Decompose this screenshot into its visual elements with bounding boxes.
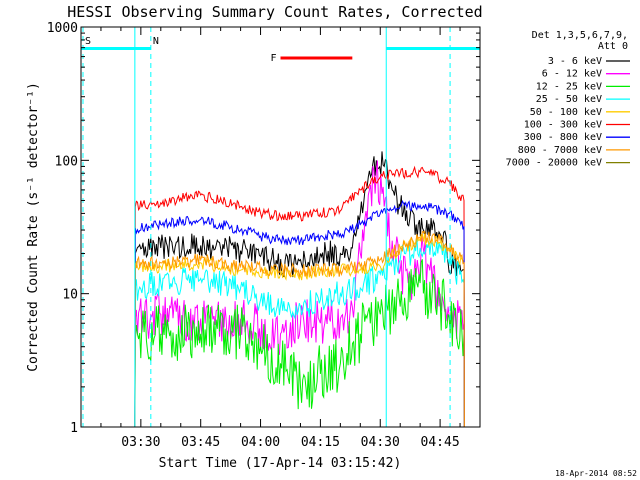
x-tick-label-2: 04:00 [241, 435, 280, 450]
x-tick-label-0: 03:30 [121, 435, 160, 450]
y-tick-label-0: 1 [70, 421, 78, 436]
legend-label-3: 25 - 50 keV [536, 94, 602, 105]
series-line-5 [134, 165, 465, 428]
series-line-1 [134, 160, 465, 428]
legend-label-4: 50 - 100 keV [530, 107, 602, 118]
annotation-n-label: N [153, 36, 159, 47]
legend: Det 1,3,5,6,7,9,Att 0 3 - 6 keV 6 - 12 keV… [506, 30, 630, 169]
legend-title-line-0: Det 1,3,5,6,7,9, [532, 30, 628, 41]
legend-label-6: 300 - 800 keV [524, 132, 602, 143]
legend-label-5: 100 - 300 keV [524, 120, 602, 131]
timestamp: 18-Apr-2014 08:52 [555, 469, 637, 478]
series-line-7 [134, 230, 465, 428]
legend-label-2: 12 - 25 keV [536, 81, 602, 92]
legend-label-0: 3 - 6 keV [548, 56, 602, 67]
series-line-2 [134, 259, 465, 428]
chart-title: HESSI Observing Summary Count Rates, Cor… [67, 3, 482, 21]
series-line-3 [134, 236, 465, 428]
x-tick-label-5: 04:45 [421, 435, 460, 450]
overlay-layer: S N F [81, 27, 480, 427]
y-tick-label-3: 1000 [47, 21, 78, 36]
y-axis-label: Corrected Count Rate (s⁻¹ detector⁻¹) [26, 82, 41, 372]
series-line-6 [134, 200, 465, 428]
series-layer [134, 151, 465, 428]
ticks-layer: 03:30 03:45 04:00 04:15 04:30 04:45 1 10 100 1000 [47, 21, 480, 450]
annotation-flare-label: F [270, 53, 276, 64]
x-tick-label-1: 03:45 [181, 435, 220, 450]
x-tick-label-4: 04:30 [361, 435, 400, 450]
x-axis-label: Start Time (17-Apr-14 03:15:42) [159, 456, 402, 471]
annotation-s-label: S [85, 36, 91, 47]
y-tick-label-2: 100 [55, 154, 78, 169]
legend-label-8: 7000 - 20000 keV [506, 158, 602, 169]
legend-label-1: 6 - 12 keV [542, 69, 602, 80]
legend-label-7: 800 - 7000 keV [518, 145, 602, 156]
legend-title-line-1: Att 0 [598, 41, 628, 52]
x-tick-label-3: 04:15 [301, 435, 340, 450]
y-tick-label-1: 10 [62, 288, 78, 303]
